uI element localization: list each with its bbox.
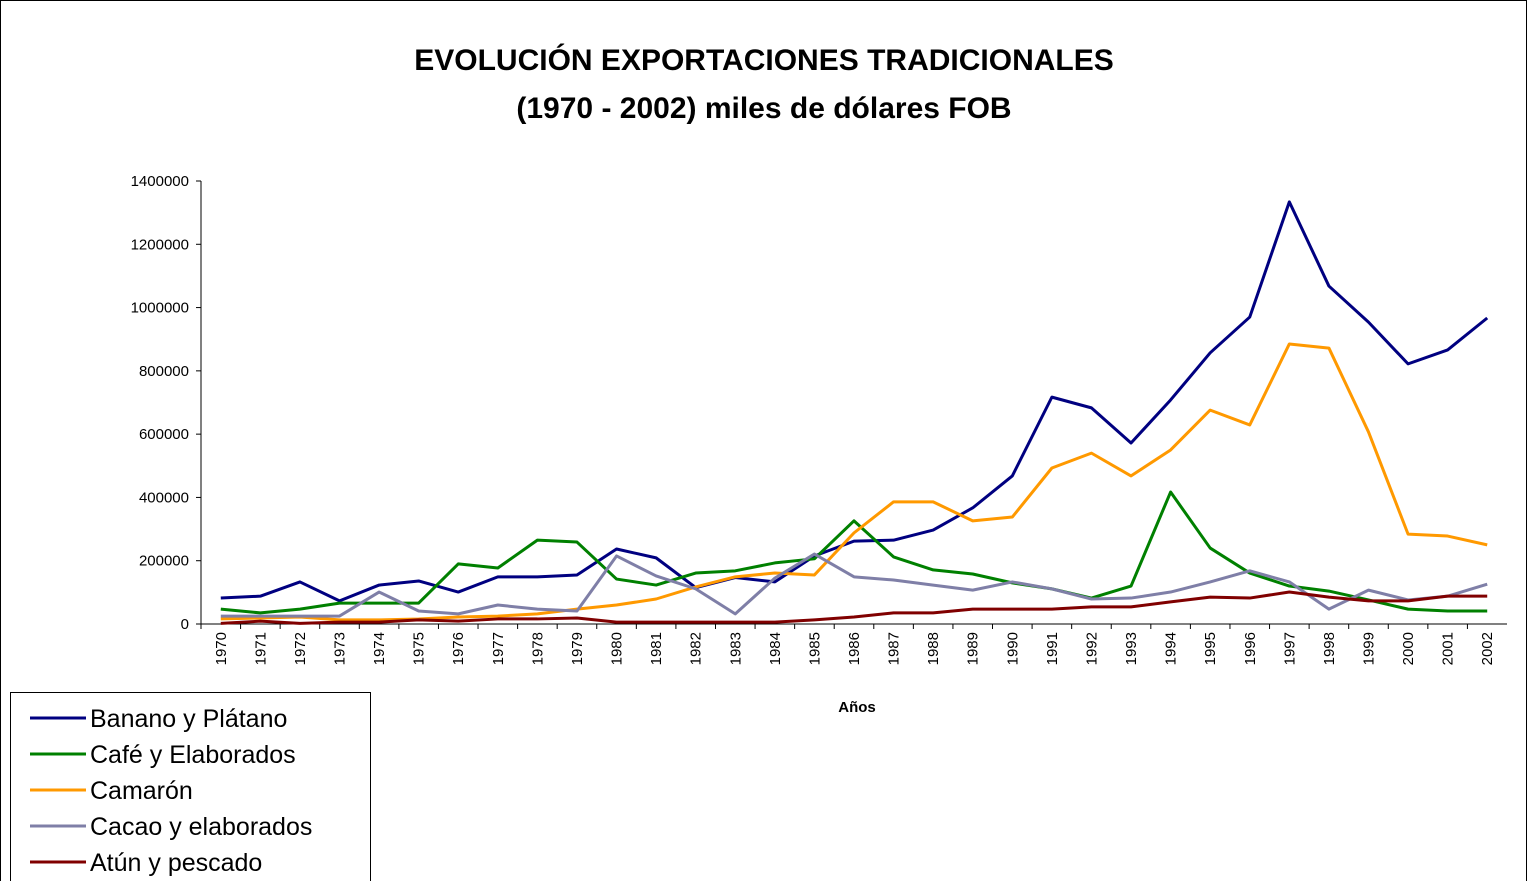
series-line (220, 200, 1489, 603)
legend-label: Banano y Plátano (90, 705, 287, 733)
y-tick-label: 0 (181, 616, 189, 633)
chart-title: EVOLUCIÓN EXPORTACIONES TRADICIONALES (414, 43, 1114, 77)
x-tick-label: 1976 (450, 632, 467, 665)
x-tick-label: 1996 (1242, 632, 1259, 665)
x-tick-label: 1999 (1360, 632, 1377, 665)
x-tick-label: 1977 (490, 632, 507, 665)
x-tick-label: 1983 (727, 632, 744, 665)
x-tick-label: 1973 (332, 632, 349, 665)
x-tick-label: 1970 (213, 632, 230, 665)
x-tick-label: 1997 (1281, 632, 1298, 665)
x-tick-label: 1995 (1202, 632, 1219, 665)
x-tick-label: 2000 (1400, 632, 1417, 665)
x-tick-label: 1971 (252, 632, 269, 665)
y-tick-label: 800000 (139, 363, 189, 380)
y-tick-label: 400000 (139, 489, 189, 506)
series-line (220, 342, 1488, 622)
series-line (220, 490, 1488, 615)
legend-label: Atún y pescado (90, 849, 262, 877)
x-tick-label: 1991 (1044, 632, 1061, 665)
legend-frame (10, 692, 371, 881)
x-tick-label: 1982 (688, 632, 705, 665)
x-tick-label: 1985 (806, 632, 823, 665)
series-line (220, 590, 1488, 625)
x-tick-label: 1972 (292, 632, 309, 665)
x-tick-label: 1987 (886, 632, 903, 665)
chart-subtitle: (1970 - 2002) miles de dólares FOB (516, 92, 1011, 125)
x-tick-label: 1984 (767, 632, 784, 665)
x-tick-label: 1978 (529, 632, 546, 665)
y-tick-label: 1200000 (131, 236, 189, 253)
x-tick-label: 1981 (648, 632, 665, 665)
x-tick-label: 1989 (965, 632, 982, 665)
x-tick-label: 1993 (1123, 632, 1140, 665)
y-tick-label: 1400000 (131, 173, 189, 190)
x-tick-label: 1975 (411, 632, 428, 665)
x-tick-label: 1998 (1321, 632, 1338, 665)
x-tick-label: 1994 (1163, 632, 1180, 665)
x-tick-label: 1986 (846, 632, 863, 665)
x-tick-label: 1992 (1083, 632, 1100, 665)
x-axis-label: Años (838, 699, 876, 716)
y-tick-label: 1000000 (131, 300, 189, 317)
legend-label: Camarón (90, 777, 193, 805)
x-tick-label: 1988 (925, 632, 942, 665)
y-tick-label: 200000 (139, 553, 189, 570)
legend-label: Café y Elaborados (90, 741, 296, 769)
x-tick-label: 2001 (1440, 632, 1457, 665)
x-tick-label: 1979 (569, 632, 586, 665)
y-tick-label: 600000 (139, 426, 189, 443)
x-tick-label: 1990 (1004, 632, 1021, 665)
x-tick-label: 2002 (1479, 632, 1496, 665)
x-tick-label: 1980 (609, 632, 626, 665)
x-tick-label: 1974 (371, 632, 388, 665)
series-line (220, 552, 1488, 618)
legend-label: Cacao y elaborados (90, 813, 312, 841)
